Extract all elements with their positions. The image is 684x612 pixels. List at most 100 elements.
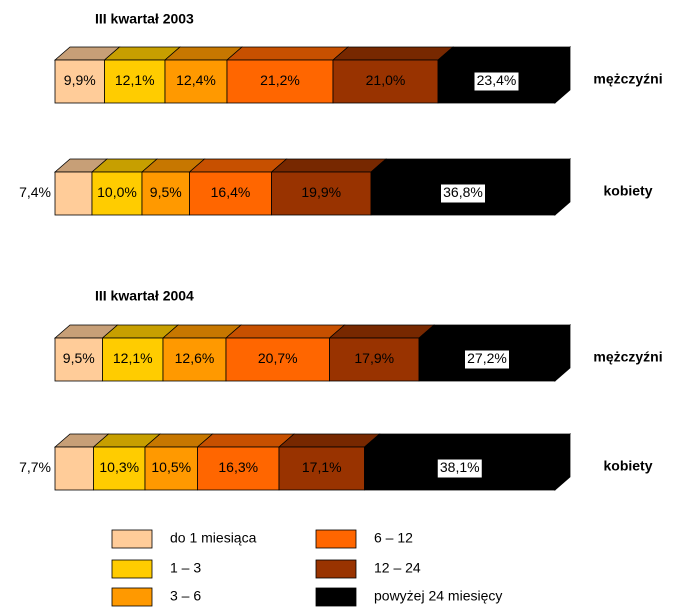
segment-face bbox=[189, 171, 272, 216]
segment-face bbox=[332, 59, 439, 104]
label-box bbox=[441, 184, 485, 203]
value-label: 36,8% bbox=[443, 184, 483, 200]
segment-top bbox=[277, 433, 381, 448]
category-label: kobiety bbox=[603, 183, 652, 199]
value-label: 9,5% bbox=[150, 184, 182, 200]
segment-top bbox=[436, 46, 572, 61]
segment-face bbox=[104, 59, 166, 104]
legend-swatch bbox=[111, 559, 153, 579]
bar-segment bbox=[53, 158, 109, 216]
legend-label: 3 – 6 bbox=[170, 588, 201, 604]
segment-face bbox=[54, 171, 93, 216]
value-label: 7,7% bbox=[19, 459, 51, 475]
segment-top bbox=[270, 158, 388, 173]
legend-swatch bbox=[111, 587, 153, 607]
value-label: 20,7% bbox=[258, 350, 298, 366]
segment-face bbox=[141, 171, 190, 216]
segment-top bbox=[369, 158, 572, 173]
value-label: 12,1% bbox=[113, 350, 153, 366]
bar-segment bbox=[369, 158, 572, 216]
legend-label: powyżej 24 miesięcy bbox=[374, 588, 502, 604]
segment-top bbox=[225, 46, 350, 61]
value-label: 19,9% bbox=[301, 184, 341, 200]
segment-top bbox=[224, 324, 346, 339]
segment-top bbox=[188, 158, 288, 173]
segment-top bbox=[331, 46, 455, 61]
value-label: 12,6% bbox=[175, 350, 215, 366]
value-label: 9,5% bbox=[63, 350, 95, 366]
label-box bbox=[437, 459, 482, 478]
bar-segment bbox=[224, 324, 346, 382]
bar-segment bbox=[101, 324, 180, 382]
legend-label: 12 – 24 bbox=[374, 560, 421, 576]
segment-face bbox=[54, 59, 105, 104]
value-label: 16,3% bbox=[218, 459, 258, 475]
bar-segment bbox=[188, 158, 288, 216]
segment-face bbox=[102, 337, 164, 382]
segment-face bbox=[91, 171, 143, 216]
value-label: 9,9% bbox=[64, 72, 96, 88]
bar-segment bbox=[163, 46, 244, 104]
bar-segment bbox=[225, 46, 350, 104]
legend-label: 1 – 3 bbox=[170, 560, 201, 576]
category-label: mężczyźni bbox=[593, 349, 662, 365]
bar-segment bbox=[196, 433, 296, 491]
segment-top bbox=[196, 433, 296, 448]
legend-swatch bbox=[315, 529, 357, 549]
segment-face bbox=[226, 59, 334, 104]
value-label: 7,4% bbox=[19, 184, 51, 200]
bar-segment bbox=[140, 158, 206, 216]
segment-side bbox=[554, 324, 571, 382]
bar-segment bbox=[103, 46, 182, 104]
bar-segment bbox=[270, 158, 388, 216]
chart-title: III kwartał 2003 bbox=[95, 11, 194, 27]
bar-segment bbox=[53, 433, 110, 491]
bar-segment bbox=[328, 324, 436, 382]
value-label: 27,2% bbox=[467, 350, 507, 366]
segment-top bbox=[417, 324, 572, 339]
segment-face bbox=[144, 446, 198, 491]
segment-face bbox=[162, 337, 227, 382]
legend-swatch bbox=[315, 587, 357, 607]
segment-top bbox=[328, 324, 436, 339]
legend-swatch bbox=[315, 559, 357, 579]
segment-face bbox=[197, 446, 280, 491]
segment-face bbox=[54, 446, 94, 491]
bar-segment bbox=[143, 433, 214, 491]
segment-side bbox=[554, 433, 571, 491]
value-label: 16,4% bbox=[211, 184, 251, 200]
label-box bbox=[474, 72, 519, 91]
segment-side bbox=[554, 158, 571, 216]
chart-title: III kwartał 2004 bbox=[95, 288, 194, 304]
value-label: 10,5% bbox=[151, 459, 191, 475]
segment-face bbox=[271, 171, 372, 216]
value-label: 38,1% bbox=[440, 459, 480, 475]
segment-face bbox=[278, 446, 365, 491]
value-label: 12,1% bbox=[115, 72, 155, 88]
value-label: 21,0% bbox=[366, 72, 406, 88]
legend-label: do 1 miesiąca bbox=[170, 530, 257, 546]
value-label: 12,4% bbox=[176, 72, 216, 88]
value-label: 23,4% bbox=[477, 72, 517, 88]
segment-side bbox=[554, 46, 571, 104]
bar-segment bbox=[161, 324, 243, 382]
legend-swatch bbox=[111, 529, 153, 549]
segment-face bbox=[54, 337, 103, 382]
bar-segment bbox=[53, 46, 121, 104]
value-label: 10,0% bbox=[97, 184, 137, 200]
label-box bbox=[465, 350, 509, 369]
value-label: 17,9% bbox=[354, 350, 394, 366]
value-label: 17,1% bbox=[302, 459, 342, 475]
legend-label: 6 – 12 bbox=[374, 530, 413, 546]
value-label: 21,2% bbox=[260, 72, 300, 88]
segment-face bbox=[225, 337, 330, 382]
segment-face bbox=[93, 446, 146, 491]
segment-top bbox=[363, 433, 572, 448]
category-label: mężczyźni bbox=[593, 71, 662, 87]
bar-segment bbox=[92, 433, 162, 491]
bar-segment bbox=[331, 46, 455, 104]
bar-segment bbox=[90, 158, 159, 216]
value-label: 10,3% bbox=[99, 459, 139, 475]
category-label: kobiety bbox=[603, 458, 652, 474]
